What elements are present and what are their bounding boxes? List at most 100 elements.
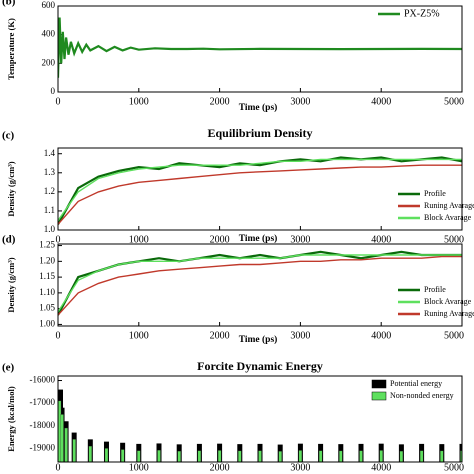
bar: [419, 450, 424, 462]
x-tick-label: 4000: [371, 462, 391, 473]
y-tick-label: -19000: [30, 442, 56, 452]
plot-frame: [57, 147, 463, 231]
y-tick-label: 1.10: [39, 287, 55, 297]
x-tick-label: 5000: [444, 462, 464, 473]
x-tick-label: 0: [56, 330, 61, 341]
x-tick-label: 5000: [444, 330, 464, 341]
line: [58, 254, 462, 313]
bar: [399, 450, 404, 462]
line: [58, 164, 462, 225]
legend-label: Profile: [424, 189, 446, 198]
x-tick-label: 2000: [210, 234, 230, 245]
y-tick-label: 400: [42, 29, 56, 39]
y-tick-label: -16000: [30, 375, 56, 385]
plot-area: [58, 156, 462, 225]
bar: [460, 450, 462, 462]
x-tick-label: 2000: [210, 330, 230, 341]
legend-label: Block Avarage: [424, 297, 472, 306]
x-tick-label: 3000: [290, 96, 310, 107]
bar: [278, 451, 282, 462]
legend-label: Potential energy: [390, 379, 442, 388]
y-axis-label: Density (g/cm³): [6, 257, 16, 312]
line: [58, 250, 462, 316]
plot-area: [58, 250, 462, 316]
y-tick-label: 1.2: [44, 186, 55, 196]
y-tick-label: 1.4: [44, 148, 56, 158]
bar: [379, 450, 383, 462]
plot-area: [58, 17, 462, 78]
x-tick-label: 2000: [210, 462, 230, 473]
bar: [197, 450, 202, 462]
x-tick-label: 1000: [129, 234, 149, 245]
x-tick-label: 0: [56, 234, 61, 245]
bar: [318, 450, 323, 462]
y-tick-label: 1.0: [44, 224, 56, 234]
panel-title: Forcite Dynamic Energy: [197, 359, 323, 373]
x-tick-label: 4000: [371, 234, 391, 245]
panel-label: (e): [2, 362, 15, 374]
panel-title: Equilibrium Density: [207, 126, 312, 140]
bar: [137, 450, 141, 462]
line: [58, 255, 462, 316]
x-tick-label: 4000: [371, 330, 391, 341]
x-tick-label: 1000: [129, 462, 149, 473]
plot-frame: [57, 5, 463, 93]
x-tick-label: 3000: [290, 462, 310, 473]
y-tick-label: 0: [51, 86, 56, 96]
x-tick-label: 0: [56, 462, 61, 473]
x-axis-label: Time (ps): [239, 102, 278, 113]
y-tick-label: 600: [42, 0, 56, 10]
bar: [440, 450, 444, 462]
y-tick-label: -18000: [30, 420, 56, 430]
x-tick-label: 2000: [210, 96, 230, 107]
y-axis-label: Density (g/cm³): [6, 161, 16, 216]
y-tick-label: 200: [42, 57, 56, 67]
y-tick-label: -17000: [30, 397, 56, 407]
y-tick-label: 1.20: [39, 255, 55, 265]
bar: [60, 414, 64, 462]
panel-label: (d): [2, 234, 16, 246]
bar: [217, 450, 222, 462]
x-tick-label: 5000: [444, 234, 464, 245]
line: [58, 156, 462, 225]
legend-label: Profile: [424, 285, 446, 294]
y-axis-label: Temperature (K): [6, 18, 16, 80]
x-tick-label: 4000: [371, 96, 391, 107]
bar: [104, 448, 109, 462]
x-tick-label: 5000: [444, 96, 464, 107]
y-tick-label: 1.1: [44, 205, 55, 215]
x-tick-label: 0: [56, 96, 61, 107]
bar: [339, 450, 343, 462]
legend-label: PX-Z5%: [404, 8, 440, 19]
plot-frame: [57, 375, 463, 463]
x-tick-label: 3000: [290, 234, 310, 245]
line: [58, 158, 462, 221]
legend-label: Non-nonded energy: [390, 391, 454, 400]
legend-swatch: [371, 379, 387, 389]
y-tick-label: 1.15: [39, 271, 55, 281]
x-axis-label: Time (ps): [239, 233, 278, 244]
bar: [88, 446, 92, 462]
bar: [64, 427, 68, 462]
y-tick-label: 1.05: [39, 303, 55, 313]
bar: [72, 439, 76, 462]
plot-area: [58, 389, 462, 462]
bar: [157, 450, 161, 462]
bar: [120, 449, 125, 462]
legend-label: Runing Avarage: [424, 201, 474, 210]
bar: [258, 450, 262, 462]
y-tick-label: 1.00: [39, 318, 55, 328]
panel-label: (b): [2, 0, 16, 8]
line: [58, 17, 462, 78]
legend-swatch: [371, 391, 387, 401]
legend-label: Runing Avarage: [424, 309, 474, 318]
plot-frame: [57, 243, 463, 327]
y-tick-label: 1.3: [44, 167, 56, 177]
bar: [177, 450, 181, 462]
bar: [238, 450, 242, 462]
x-tick-label: 1000: [129, 96, 149, 107]
bar: [359, 450, 363, 462]
y-axis-label: Energy (kcal/mol): [6, 386, 16, 452]
x-tick-label: 1000: [129, 330, 149, 341]
